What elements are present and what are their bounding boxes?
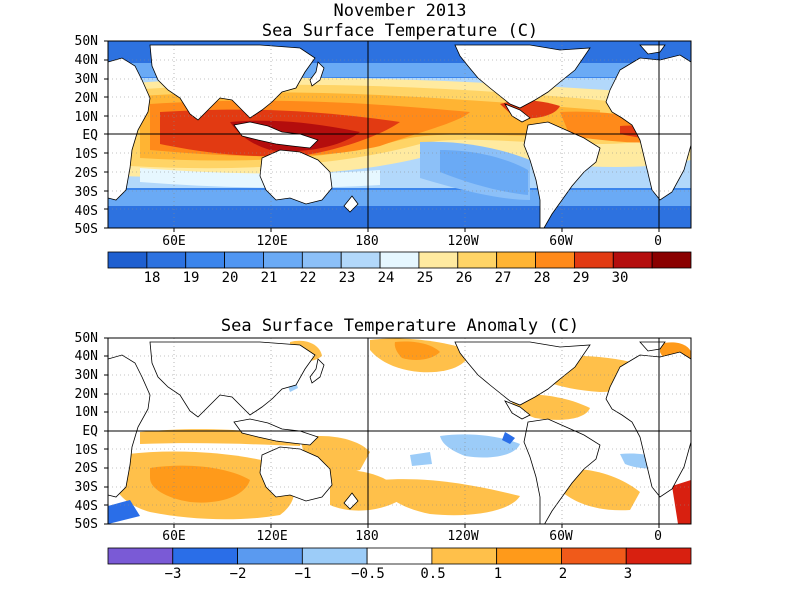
sst-map bbox=[108, 41, 691, 228]
top-panel-title: Sea Surface Temperature (C) bbox=[261, 21, 539, 41]
colorbar-swatch bbox=[574, 251, 614, 269]
colorbar-label: −0.5 bbox=[351, 566, 385, 582]
colorbar-label: 0.5 bbox=[420, 566, 446, 582]
bottom-ticks bbox=[104, 337, 660, 528]
colorbar-label: 27 bbox=[494, 270, 512, 286]
colorbar-swatch bbox=[535, 251, 575, 269]
lat-label: 20N bbox=[74, 387, 98, 402]
lat-label: 10N bbox=[74, 405, 98, 420]
lat-label: 20S bbox=[74, 166, 98, 181]
lat-label: 30N bbox=[74, 72, 98, 87]
colorbar-label: 19 bbox=[182, 270, 200, 286]
lat-label: 10S bbox=[74, 147, 98, 162]
colorbar-label: 3 bbox=[623, 566, 633, 582]
colorbar-swatch bbox=[107, 251, 148, 269]
page-title: November 2013 bbox=[333, 1, 467, 21]
colorbar-swatch bbox=[366, 547, 433, 565]
lon-label: 120E bbox=[256, 529, 288, 544]
lat-label: 30S bbox=[74, 480, 98, 495]
lat-label: 10N bbox=[74, 110, 98, 125]
colorbar-label: 20 bbox=[221, 270, 239, 286]
colorbar-label: 18 bbox=[143, 270, 161, 286]
colorbar-swatch bbox=[418, 251, 459, 269]
colorbar-swatch bbox=[107, 547, 174, 565]
lon-label: 180 bbox=[355, 234, 379, 249]
lon-label: 120E bbox=[256, 234, 288, 249]
colorbar-label: 2 bbox=[558, 566, 568, 582]
lat-label: EQ bbox=[82, 128, 98, 143]
colorbar-swatch bbox=[561, 547, 627, 565]
colorbar-label: 22 bbox=[299, 270, 317, 286]
lon-label: 0 bbox=[654, 529, 662, 544]
lon-label: 60E bbox=[162, 234, 186, 249]
colorbar-label: 1 bbox=[493, 566, 503, 582]
lat-label: 30S bbox=[74, 185, 98, 200]
colorbar-swatch bbox=[301, 251, 342, 269]
colorbar-label: 29 bbox=[572, 270, 590, 286]
lat-label: 50N bbox=[74, 331, 98, 346]
lat-label: 50S bbox=[74, 222, 98, 237]
lat-label: 50S bbox=[74, 517, 98, 532]
colorbar-swatch bbox=[612, 251, 653, 269]
lon-label: 120W bbox=[447, 529, 479, 544]
top-ticks bbox=[104, 40, 660, 232]
lon-label: 60W bbox=[549, 529, 573, 544]
colorbar-swatch bbox=[237, 547, 303, 565]
colorbar-swatch bbox=[146, 251, 187, 269]
colorbar-swatch bbox=[651, 251, 692, 269]
colorbar-label: 21 bbox=[260, 270, 278, 286]
anomaly-colorbar bbox=[107, 547, 692, 565]
colorbar-swatch bbox=[496, 251, 536, 269]
bottom-panel-title: Sea Surface Temperature Anomaly (C) bbox=[220, 316, 580, 336]
lon-label: 60E bbox=[162, 529, 186, 544]
colorbar-label: 30 bbox=[611, 270, 629, 286]
colorbar-swatch bbox=[185, 251, 226, 269]
lat-label: 50N bbox=[74, 34, 98, 49]
colorbar-label: 28 bbox=[533, 270, 551, 286]
lon-label: 0 bbox=[654, 234, 662, 249]
colorbar-label: 26 bbox=[455, 270, 473, 286]
lat-label: 20S bbox=[74, 461, 98, 476]
lat-label: 40S bbox=[74, 499, 98, 514]
colorbar-swatch bbox=[625, 547, 692, 565]
colorbar-swatch bbox=[263, 251, 303, 269]
colorbar-swatch bbox=[340, 251, 381, 269]
lat-label: 40N bbox=[74, 53, 98, 68]
colorbar-swatch bbox=[224, 251, 264, 269]
colorbar-swatch bbox=[496, 547, 562, 565]
colorbar-swatch bbox=[172, 547, 238, 565]
sst-colorbar bbox=[107, 251, 692, 269]
colorbar-label: −1 bbox=[294, 566, 312, 582]
lat-label: 40N bbox=[74, 349, 98, 364]
colorbar-swatch bbox=[431, 547, 498, 565]
colorbar-swatch bbox=[457, 251, 498, 269]
colorbar-label: −2 bbox=[229, 566, 247, 582]
lat-label: 30N bbox=[74, 368, 98, 383]
lon-label: 120W bbox=[447, 234, 479, 249]
colorbar-label: 23 bbox=[338, 270, 356, 286]
colorbar-label: 25 bbox=[416, 270, 434, 286]
colorbar-label: 24 bbox=[377, 270, 395, 286]
lat-label: EQ bbox=[82, 424, 98, 439]
colorbar-swatch bbox=[301, 547, 368, 565]
lat-label: 10S bbox=[74, 443, 98, 458]
lon-label: 60W bbox=[549, 234, 573, 249]
lat-label: 20N bbox=[74, 91, 98, 106]
lon-label: 180 bbox=[355, 529, 379, 544]
colorbar-swatch bbox=[379, 251, 420, 269]
colorbar-label: −3 bbox=[164, 566, 182, 582]
lat-label: 40S bbox=[74, 204, 98, 219]
